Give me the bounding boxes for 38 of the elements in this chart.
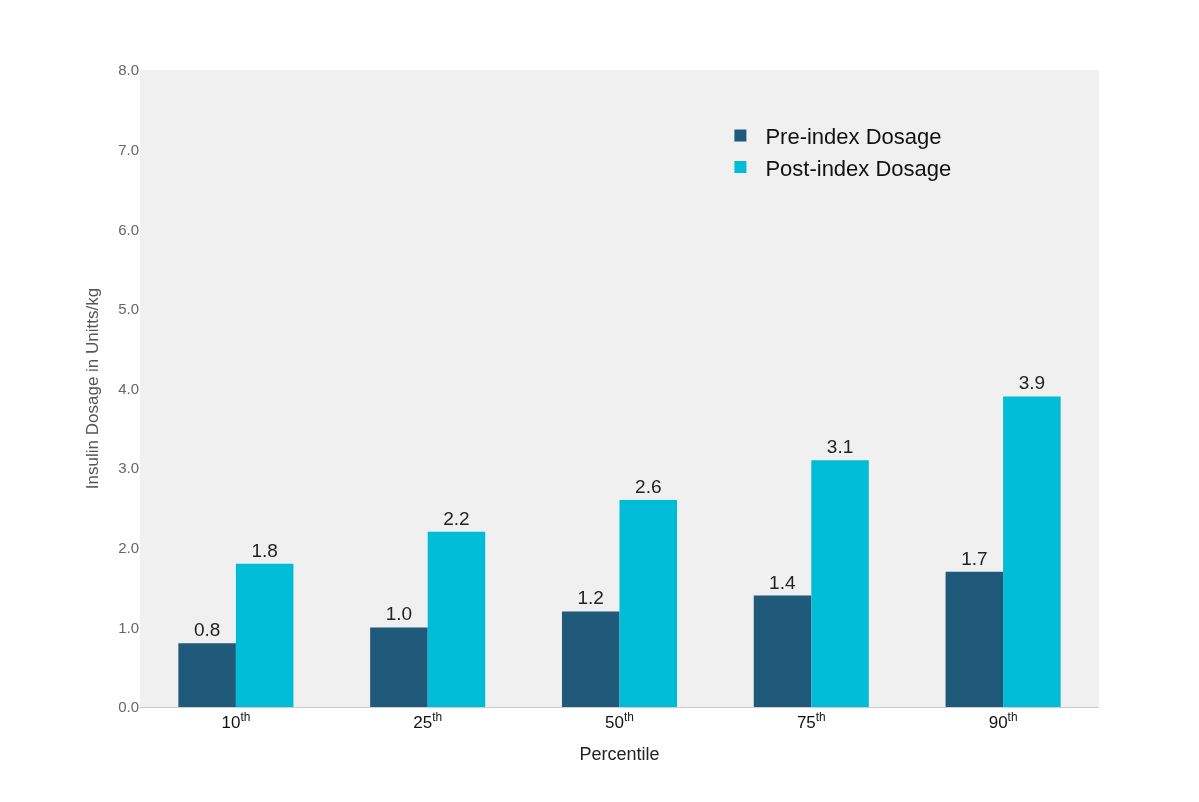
data-label: 3.1 (826, 436, 854, 458)
x-tick-label: 50$^{th}$ (605, 710, 634, 733)
data-label: 1.4 (769, 571, 796, 593)
bar (235, 563, 294, 707)
y-tick-label: 6.0 (118, 220, 139, 238)
bar (370, 627, 428, 707)
bar (178, 643, 236, 707)
x-tick-label: 10$^{th}$ (221, 710, 251, 733)
legend-label: Pre-index Dosage (765, 123, 942, 149)
bar (945, 571, 1004, 707)
y-tick-label: 2.0 (118, 539, 139, 556)
bar (1003, 396, 1061, 707)
data-label: 3.9 (1018, 372, 1046, 394)
data-label: 2.6 (635, 475, 662, 497)
data-label: 2.2 (443, 507, 470, 529)
data-label: 1.8 (251, 539, 278, 561)
y-tick-label: 7.0 (118, 140, 139, 158)
legend-label: Post-index Dosage (765, 155, 952, 181)
bar (811, 460, 869, 707)
y-tick-label: 5.0 (118, 300, 139, 318)
bar (427, 531, 486, 707)
y-tick-label: 3.0 (118, 459, 139, 477)
y-axis-title: Insulin Dosage in Unitts/kg (82, 287, 102, 490)
data-label: 1.2 (577, 587, 604, 609)
x-axis-title: Percentile (579, 743, 660, 764)
bar (753, 595, 812, 707)
x-tick-label: 90$^{th}$ (988, 710, 1018, 733)
x-tick-label: 75$^{th}$ (796, 710, 826, 733)
x-tick-label: 25$^{th}$ (413, 710, 443, 733)
y-tick-label: 0.0 (118, 698, 139, 716)
data-label: 1.7 (961, 547, 988, 569)
data-label: 0.8 (193, 619, 221, 641)
bar (561, 611, 620, 707)
data-label: 1.0 (385, 603, 413, 625)
y-tick-label: 1.0 (118, 618, 139, 636)
y-tick-label: 4.0 (118, 379, 139, 397)
y-tick-label: 8.0 (118, 61, 139, 79)
bar (619, 499, 678, 707)
